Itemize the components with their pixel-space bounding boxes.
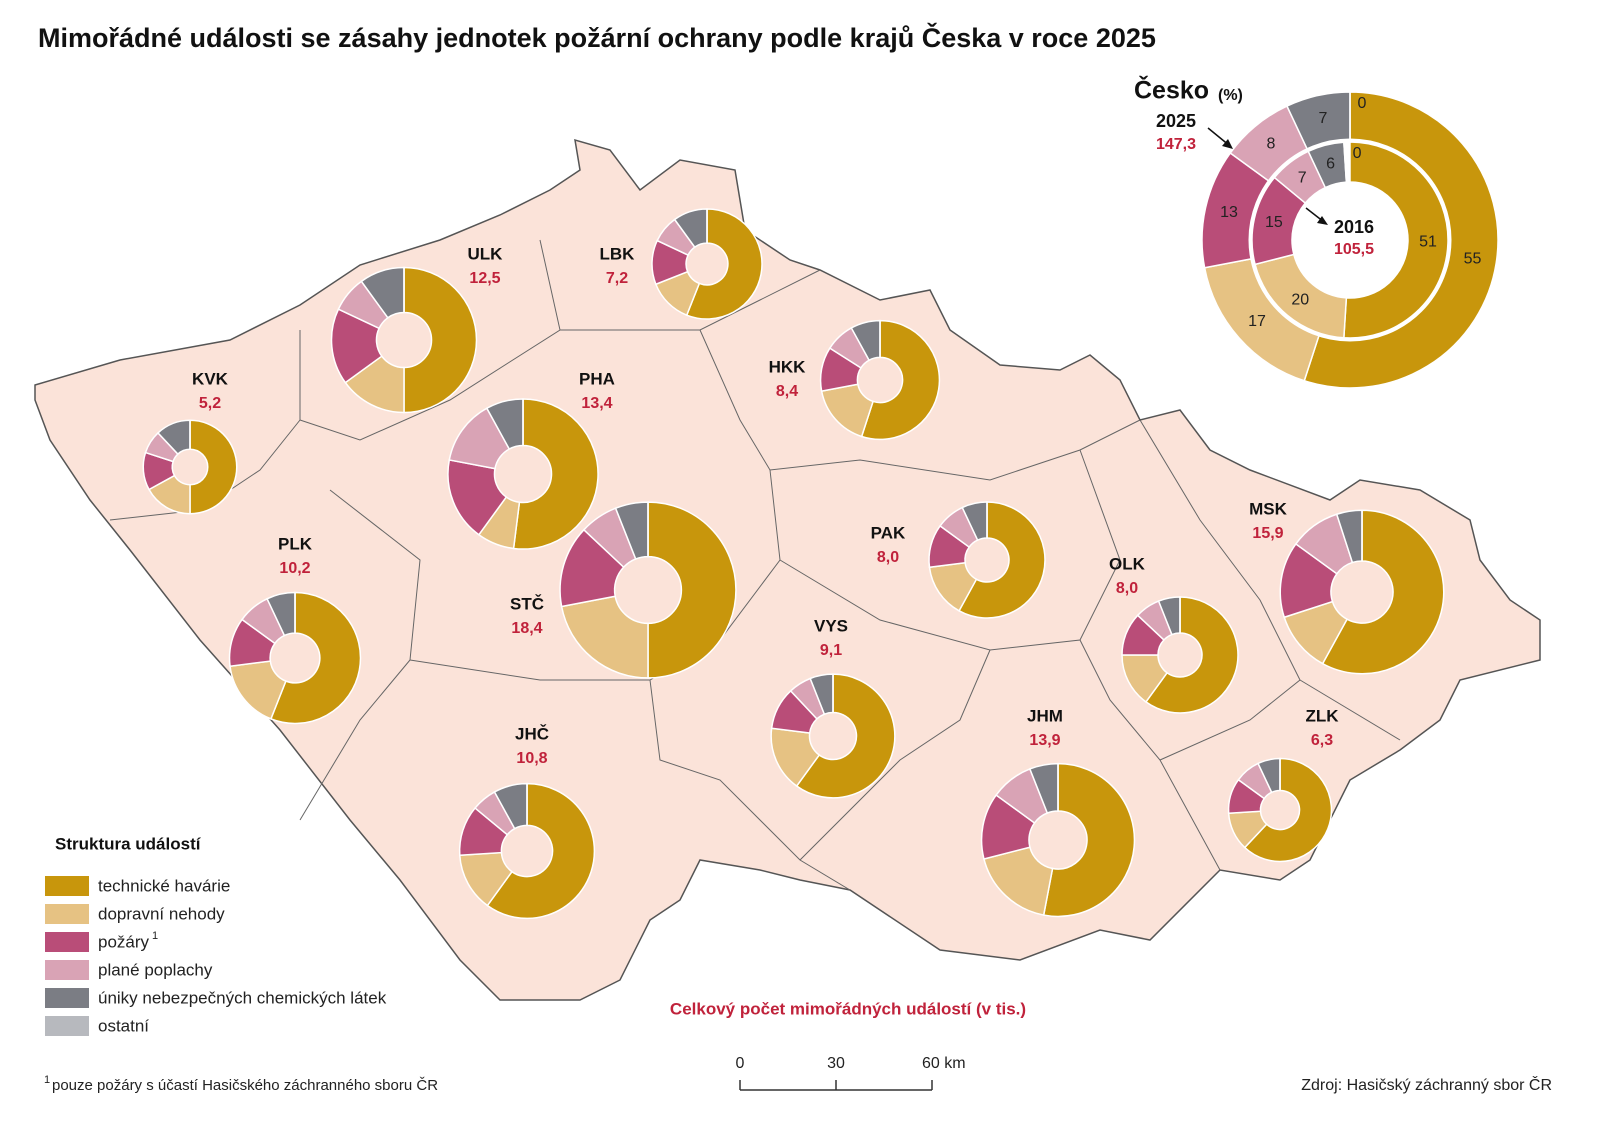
donut-segment: [647, 501, 737, 679]
donut-segment: [1042, 762, 1136, 918]
region-total: 13,9: [1029, 732, 1060, 749]
segment-label: 0: [1353, 145, 1362, 162]
legend-swatch: [45, 904, 89, 924]
legend-label: požáry: [98, 932, 150, 951]
region-total: 5,2: [199, 395, 221, 412]
segment-label: 15: [1265, 214, 1283, 231]
source: Zdroj: Hasičský záchranný sbor ČR: [1301, 1075, 1552, 1094]
region-total: 18,4: [511, 620, 542, 637]
donut-segment: [809, 673, 834, 716]
scale-label: 0: [736, 1055, 745, 1072]
legend-swatch: [45, 932, 89, 952]
ring-divider: [1248, 138, 1452, 342]
region-code: JHM: [1027, 706, 1063, 725]
donut-segment: [1343, 141, 1449, 339]
donut-segment: [795, 673, 896, 799]
legend-title: Struktura událostí: [55, 834, 202, 853]
region-total: 8,0: [1116, 580, 1138, 597]
legend-label: technické havárie: [98, 876, 230, 895]
region-code: MSK: [1249, 499, 1288, 518]
footnote: pouze požáry s účastí Hasičského záchran…: [52, 1077, 438, 1094]
segment-label: 13: [1220, 204, 1238, 221]
donut-segment: [486, 782, 596, 920]
region-total: 10,2: [279, 560, 310, 577]
donut-segment: [958, 501, 1046, 619]
region-borders: [109, 239, 1401, 891]
footnote-mark: 1: [44, 1074, 50, 1086]
segment-label: 7: [1318, 110, 1327, 127]
segment-label: 51: [1419, 234, 1437, 251]
donut-segment: [1157, 596, 1181, 636]
segment-label: 7: [1298, 170, 1307, 187]
legend-label: dopravní nehody: [98, 904, 225, 923]
segment-label: 55: [1464, 251, 1482, 268]
total-caption: Celkový počet mimořádných událostí (v ti…: [670, 999, 1026, 1018]
legend-label: plané poplachy: [98, 960, 213, 979]
region-total: 6,3: [1311, 732, 1333, 749]
segment-label: 20: [1291, 291, 1309, 308]
region-total: 15,9: [1252, 525, 1283, 542]
donut-segment: [512, 398, 599, 550]
title: Mimořádné události se zásahy jednotek po…: [38, 22, 1156, 53]
czechia-label: Česko: [1134, 75, 1209, 105]
year-2016: 2016: [1334, 217, 1374, 237]
region-code: PAK: [871, 523, 906, 542]
region-total: 12,5: [469, 270, 500, 287]
region-code: VYS: [814, 616, 848, 635]
region-code: STČ: [510, 594, 544, 613]
total-2016: 105,5: [1334, 241, 1374, 258]
region-total: 8,0: [877, 549, 899, 566]
region-total: 13,4: [581, 395, 612, 412]
region-code: PLK: [278, 534, 313, 553]
region-code: JHČ: [515, 724, 549, 743]
segment-label: 17: [1248, 313, 1266, 330]
donut-segment: [1243, 757, 1333, 863]
region-code: KVK: [192, 369, 229, 388]
legend-label: ostatní: [98, 1016, 149, 1035]
region-code: ZLK: [1305, 706, 1339, 725]
region-code: PHA: [579, 369, 615, 388]
region-total: 8,4: [776, 383, 798, 400]
donut-segment: [685, 208, 763, 320]
legend-swatch: [45, 988, 89, 1008]
segment-label: 8: [1267, 136, 1276, 153]
legend-swatch: [45, 960, 89, 980]
region-total: 10,8: [516, 750, 547, 767]
country-outline: [34, 138, 1541, 1001]
year-2025: 2025: [1156, 111, 1196, 131]
legend-label: úniky nebezpečných chemických látek: [98, 988, 387, 1007]
region-code: ULK: [468, 244, 504, 263]
segment-label: 0: [1358, 95, 1367, 112]
segment-label: 6: [1326, 156, 1335, 173]
czechia-unit: (%): [1218, 87, 1243, 104]
donut-segment: [1144, 596, 1239, 714]
scale-label: 30: [827, 1055, 845, 1072]
donut-segment: [560, 595, 649, 679]
donut-hole: [1294, 184, 1406, 296]
region-code: HKK: [769, 357, 807, 376]
region-code: OLK: [1109, 554, 1146, 573]
scale-label: 60 km: [922, 1055, 966, 1072]
donut-segment: [1321, 509, 1445, 675]
legend-note: 1: [152, 930, 158, 942]
donut-segment: [1343, 142, 1348, 183]
region-total: 9,1: [820, 642, 842, 659]
legend-swatch: [45, 1016, 89, 1036]
donut-segment: [269, 591, 362, 725]
donut-segment: [1335, 509, 1363, 564]
donut-segment: [403, 266, 477, 414]
donut-segment: [189, 419, 238, 515]
donut-segment: [860, 319, 941, 441]
region-code: LBK: [600, 244, 636, 263]
legend-swatch: [45, 876, 89, 896]
region-total: 7,2: [606, 270, 628, 287]
donut-segment: [1028, 762, 1059, 814]
arrow-head: [1222, 139, 1233, 149]
total-2025: 147,3: [1156, 136, 1196, 153]
arrow-head: [1317, 216, 1328, 225]
